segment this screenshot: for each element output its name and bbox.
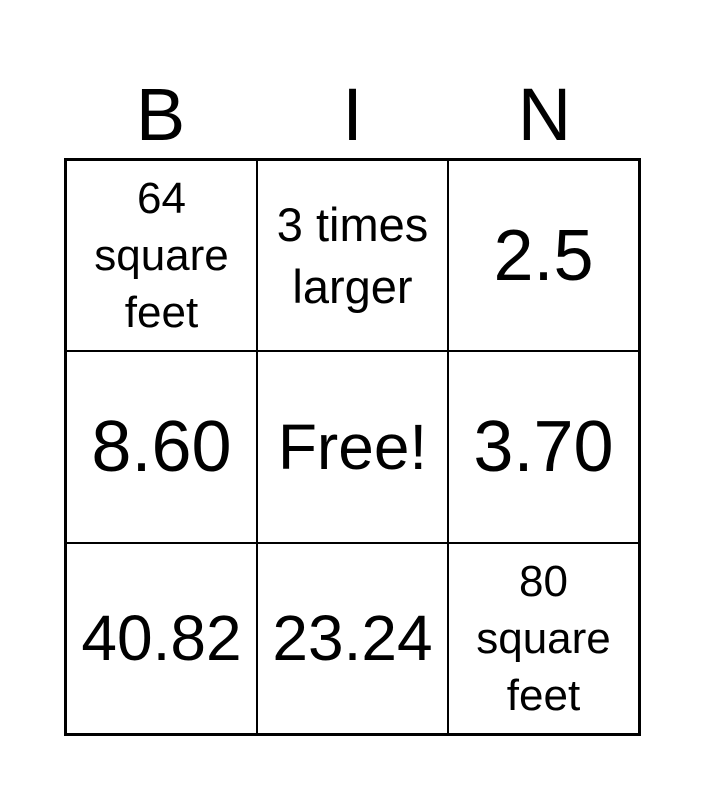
bingo-cell[interactable]: 3 times larger	[257, 160, 448, 352]
cell-text: 64 square feet	[94, 174, 229, 338]
cell-text: 2.5	[493, 215, 594, 296]
cell-text: 3.70	[473, 406, 614, 487]
cell-text: 8.60	[91, 406, 232, 487]
cell-text: 40.82	[81, 602, 242, 675]
free-cell[interactable]: Free!	[257, 351, 448, 543]
cell-text: 23.24	[272, 602, 433, 675]
column-header-n: N	[517, 73, 572, 156]
bingo-grid: 64 square feet 3 times larger 2.5 8.60 F…	[64, 158, 641, 736]
cell-text: 80 square feet	[476, 556, 611, 720]
bingo-cell[interactable]: 80 square feet	[448, 542, 639, 734]
column-header-b: B	[135, 73, 186, 156]
bingo-cell[interactable]: 2.5	[448, 160, 639, 352]
cell-text: 3 times larger	[276, 197, 429, 313]
bingo-cell[interactable]: 64 square feet	[66, 160, 257, 352]
bingo-cell[interactable]: 23.24	[257, 542, 448, 734]
bingo-cell[interactable]: 40.82	[66, 542, 257, 734]
bingo-cell[interactable]: 3.70	[448, 351, 639, 543]
column-header-i: I	[342, 73, 363, 156]
bingo-cell[interactable]: 8.60	[66, 351, 257, 543]
cell-text: Free!	[277, 410, 428, 483]
